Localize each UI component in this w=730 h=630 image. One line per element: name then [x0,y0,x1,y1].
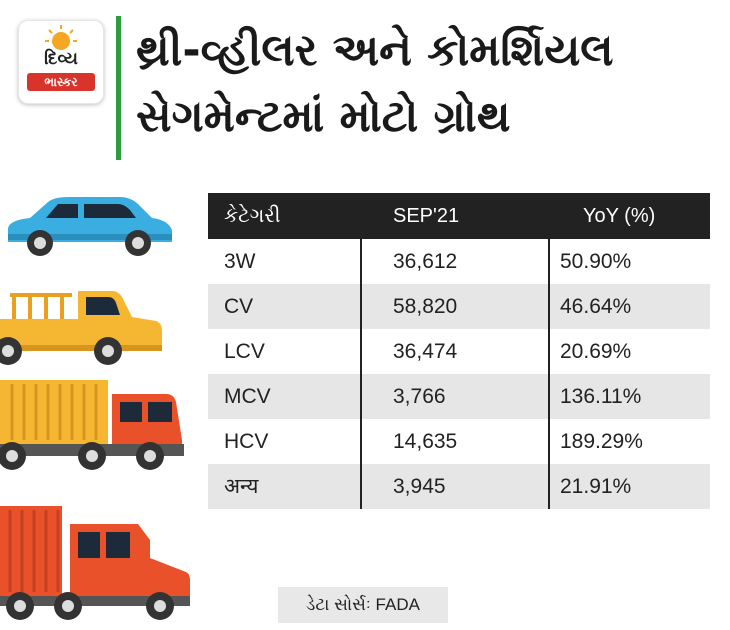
cell-yoy: 46.64% [560,295,632,318]
table-row: CV 58,820 46.64% [208,284,710,329]
cell-sep21: 36,612 [393,250,458,273]
table-row: 3W 36,612 50.90% [208,239,710,284]
cell-yoy: 21.91% [560,475,632,498]
table-row: LCV 36,474 20.69% [208,329,710,374]
pickup-truck-illustration [0,291,162,365]
headline: થ્રી-વ્હીલર અને કોમર્શિયલ સેગમેન્ટમાં મો… [136,18,716,150]
sun-icon [45,25,77,50]
column-divider [360,193,362,509]
car-illustration [8,197,172,256]
cell-category: LCV [224,340,265,363]
cell-category: 3W [224,250,256,273]
cell-sep21: 14,635 [393,430,458,453]
table-row: अन्य 3,945 21.91% [208,464,710,509]
headline-line-1: થ્રી-વ્હીલર અને કોમર્શિયલ [136,25,614,76]
headline-line-2: સેગમેન્ટમાં મોટો ગ્રોથ [136,91,511,142]
data-source-label: ડેટા સોર્સઃ FADA [278,587,448,623]
cell-yoy: 136.11% [560,385,642,408]
cargo-truck-illustration [0,506,190,620]
cell-category: MCV [224,385,271,408]
logo-line-1: દિવ્ય [44,49,78,69]
header-yoy: YoY (%) [583,205,656,227]
column-divider [548,193,550,509]
table-header: કેટેગરી SEP'21 YoY (%) [208,193,710,239]
data-table: કેટેગરી SEP'21 YoY (%) 3W 36,612 50.90% … [208,193,710,509]
cell-category: अन्य [224,475,259,498]
cell-yoy: 50.90% [560,250,632,273]
cell-sep21: 3,766 [393,385,446,408]
divya-bhaskar-logo: દિવ્ય ભાસ્કર [18,20,104,104]
logo-line-2: ભાસ્કર [27,73,95,91]
header-sep21: SEP'21 [393,205,460,227]
table-row: HCV 14,635 189.29% [208,419,710,464]
cell-sep21: 58,820 [393,295,458,318]
cell-sep21: 36,474 [393,340,458,363]
table-row: MCV 3,766 136.11% [208,374,710,419]
cell-yoy: 189.29% [560,430,643,453]
cell-sep21: 3,945 [393,475,446,498]
cell-category: HCV [224,430,269,453]
header-category: કેટેગરી [224,205,281,227]
container-truck-illustration [0,380,184,470]
cell-yoy: 20.69% [560,340,632,363]
accent-bar [116,16,121,160]
cell-category: CV [224,295,254,318]
